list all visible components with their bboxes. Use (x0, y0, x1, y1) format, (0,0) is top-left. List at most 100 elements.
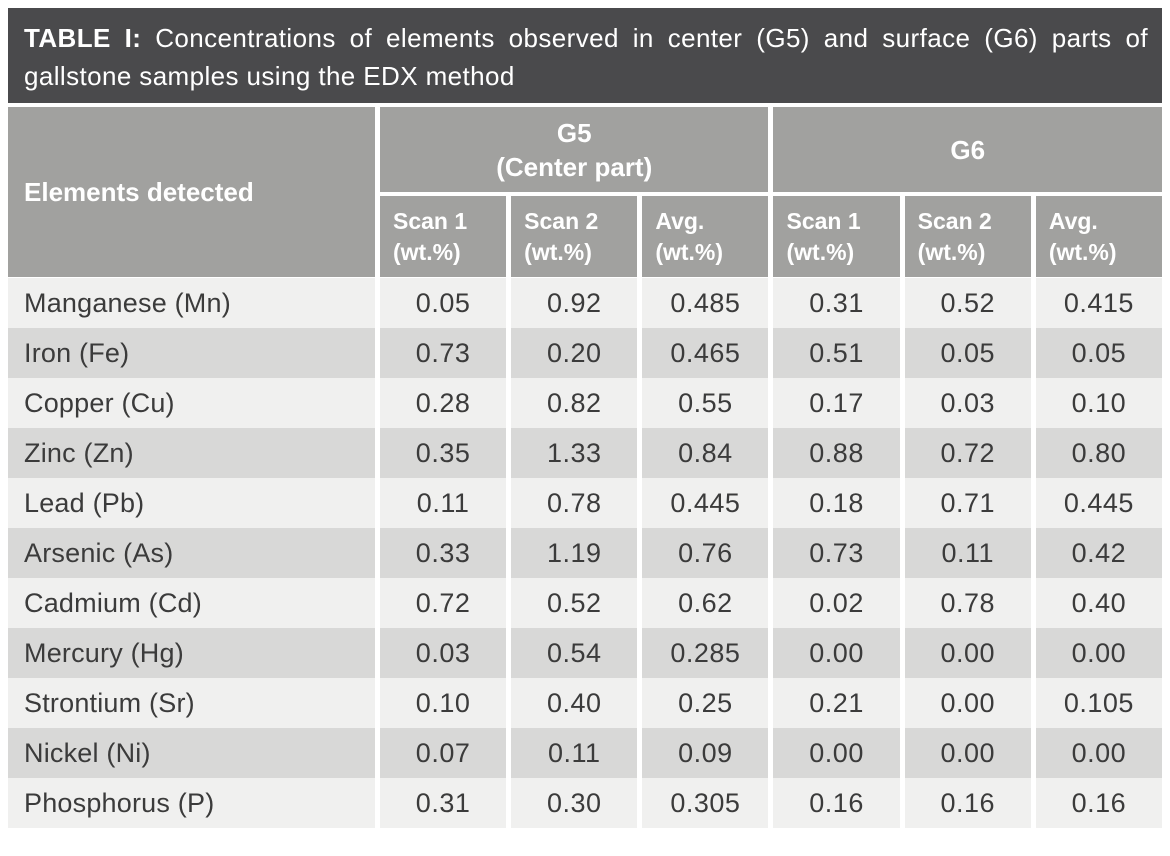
value-cell: 0.16 (904, 778, 1031, 828)
value-cell: 0.00 (1035, 628, 1162, 678)
value-cell: 0.88 (773, 428, 900, 478)
value-cell: 0.82 (511, 378, 638, 428)
value-cell: 0.10 (1035, 378, 1162, 428)
value-cell: 0.02 (773, 578, 900, 628)
col-header-g6-avg: Avg. (wt.%) (1035, 196, 1162, 277)
value-cell: 0.28 (380, 378, 507, 428)
table-row: Zinc (Zn) 0.35 1.33 0.84 0.88 0.72 0.80 (8, 428, 1162, 478)
value-cell: 0.445 (642, 478, 769, 528)
value-cell: 0.11 (380, 478, 507, 528)
table-row: Nickel (Ni) 0.07 0.11 0.09 0.00 0.00 0.0… (8, 728, 1162, 778)
value-cell: 0.305 (642, 778, 769, 828)
element-name-cell: Cadmium (Cd) (8, 578, 375, 628)
value-cell: 0.00 (773, 728, 900, 778)
value-cell: 0.52 (904, 278, 1031, 328)
element-name-cell: Mercury (Hg) (8, 628, 375, 678)
value-cell: 0.17 (773, 378, 900, 428)
value-cell: 0.78 (511, 478, 638, 528)
value-cell: 0.16 (1035, 778, 1162, 828)
table-caption-label: TABLE I: (24, 23, 142, 53)
table-row: Copper (Cu) 0.28 0.82 0.55 0.17 0.03 0.1… (8, 378, 1162, 428)
value-cell: 0.31 (773, 278, 900, 328)
value-cell: 0.11 (511, 728, 638, 778)
value-cell: 0.00 (904, 728, 1031, 778)
value-cell: 0.78 (904, 578, 1031, 628)
element-name-cell: Lead (Pb) (8, 478, 375, 528)
value-cell: 0.05 (380, 278, 507, 328)
element-name-cell: Strontium (Sr) (8, 678, 375, 728)
group-g5-line1: G5 (556, 117, 592, 148)
value-cell: 0.485 (642, 278, 769, 328)
value-cell: 0.35 (380, 428, 507, 478)
value-cell: 0.415 (1035, 278, 1162, 328)
element-name-cell: Zinc (Zn) (8, 428, 375, 478)
table-row: Cadmium (Cd) 0.72 0.52 0.62 0.02 0.78 0.… (8, 578, 1162, 628)
col-header-g5-scan1: Scan 1 (wt.%) (380, 196, 507, 277)
table-row: Arsenic (As) 0.33 1.19 0.76 0.73 0.11 0.… (8, 528, 1162, 578)
table-row: Mercury (Hg) 0.03 0.54 0.285 0.00 0.00 0… (8, 628, 1162, 678)
table-body: Manganese (Mn) 0.05 0.92 0.485 0.31 0.52… (8, 278, 1162, 828)
value-cell: 0.00 (904, 678, 1031, 728)
value-cell: 0.00 (773, 628, 900, 678)
value-cell: 0.25 (642, 678, 769, 728)
value-cell: 0.21 (773, 678, 900, 728)
value-cell: 0.51 (773, 328, 900, 378)
value-cell: 0.55 (642, 378, 769, 428)
col-header-g6-scan2: Scan 2 (wt.%) (904, 196, 1031, 277)
table-row: Phosphorus (P) 0.31 0.30 0.305 0.16 0.16… (8, 778, 1162, 828)
value-cell: 0.71 (904, 478, 1031, 528)
value-cell: 0.10 (380, 678, 507, 728)
value-cell: 0.80 (1035, 428, 1162, 478)
col-group-header-g5: G5 (Center part) (380, 107, 769, 192)
element-name-cell: Manganese (Mn) (8, 278, 375, 328)
value-cell: 0.54 (511, 628, 638, 678)
value-cell: 0.11 (904, 528, 1031, 578)
table-row: Strontium (Sr) 0.10 0.40 0.25 0.21 0.00 … (8, 678, 1162, 728)
table-row: Iron (Fe) 0.73 0.20 0.465 0.51 0.05 0.05 (8, 328, 1162, 378)
value-cell: 0.40 (1035, 578, 1162, 628)
col-header-g6-scan1: Scan 1 (wt.%) (773, 196, 900, 277)
table-caption: TABLE I: Concentrations of elements obse… (8, 8, 1162, 103)
element-name-cell: Nickel (Ni) (8, 728, 375, 778)
col-header-g5-scan2: Scan 2 (wt.%) (511, 196, 638, 277)
value-cell: 0.40 (511, 678, 638, 728)
value-cell: 0.84 (642, 428, 769, 478)
value-cell: 0.73 (773, 528, 900, 578)
value-cell: 0.285 (642, 628, 769, 678)
value-cell: 0.03 (380, 628, 507, 678)
value-cell: 0.465 (642, 328, 769, 378)
value-cell: 1.19 (511, 528, 638, 578)
table-row: Lead (Pb) 0.11 0.78 0.445 0.18 0.71 0.44… (8, 478, 1162, 528)
value-cell: 0.20 (511, 328, 638, 378)
col-group-header-g6: G6 (773, 107, 1162, 192)
value-cell: 0.52 (511, 578, 638, 628)
group-g5-line2: (Center part) (496, 151, 653, 182)
value-cell: 0.00 (1035, 728, 1162, 778)
value-cell: 0.72 (380, 578, 507, 628)
col-header-elements-detected: Elements detected (8, 107, 375, 277)
element-name-cell: Phosphorus (P) (8, 778, 375, 828)
value-cell: 0.76 (642, 528, 769, 578)
value-cell: 0.00 (904, 628, 1031, 678)
value-cell: 0.73 (380, 328, 507, 378)
table-caption-text: Concentrations of elements observed in c… (24, 23, 1148, 91)
element-name-cell: Iron (Fe) (8, 328, 375, 378)
value-cell: 0.31 (380, 778, 507, 828)
value-cell: 0.105 (1035, 678, 1162, 728)
value-cell: 0.07 (380, 728, 507, 778)
value-cell: 0.05 (1035, 328, 1162, 378)
element-name-cell: Arsenic (As) (8, 528, 375, 578)
value-cell: 0.72 (904, 428, 1031, 478)
value-cell: 0.92 (511, 278, 638, 328)
value-cell: 0.33 (380, 528, 507, 578)
element-name-cell: Copper (Cu) (8, 378, 375, 428)
group-g6-line1: G6 (950, 134, 986, 165)
value-cell: 0.09 (642, 728, 769, 778)
value-cell: 0.62 (642, 578, 769, 628)
table-row: Manganese (Mn) 0.05 0.92 0.485 0.31 0.52… (8, 278, 1162, 328)
value-cell: 0.03 (904, 378, 1031, 428)
value-cell: 0.05 (904, 328, 1031, 378)
value-cell: 1.33 (511, 428, 638, 478)
table-header: Elements detected G5 (Center part) G6 Sc… (8, 107, 1162, 277)
